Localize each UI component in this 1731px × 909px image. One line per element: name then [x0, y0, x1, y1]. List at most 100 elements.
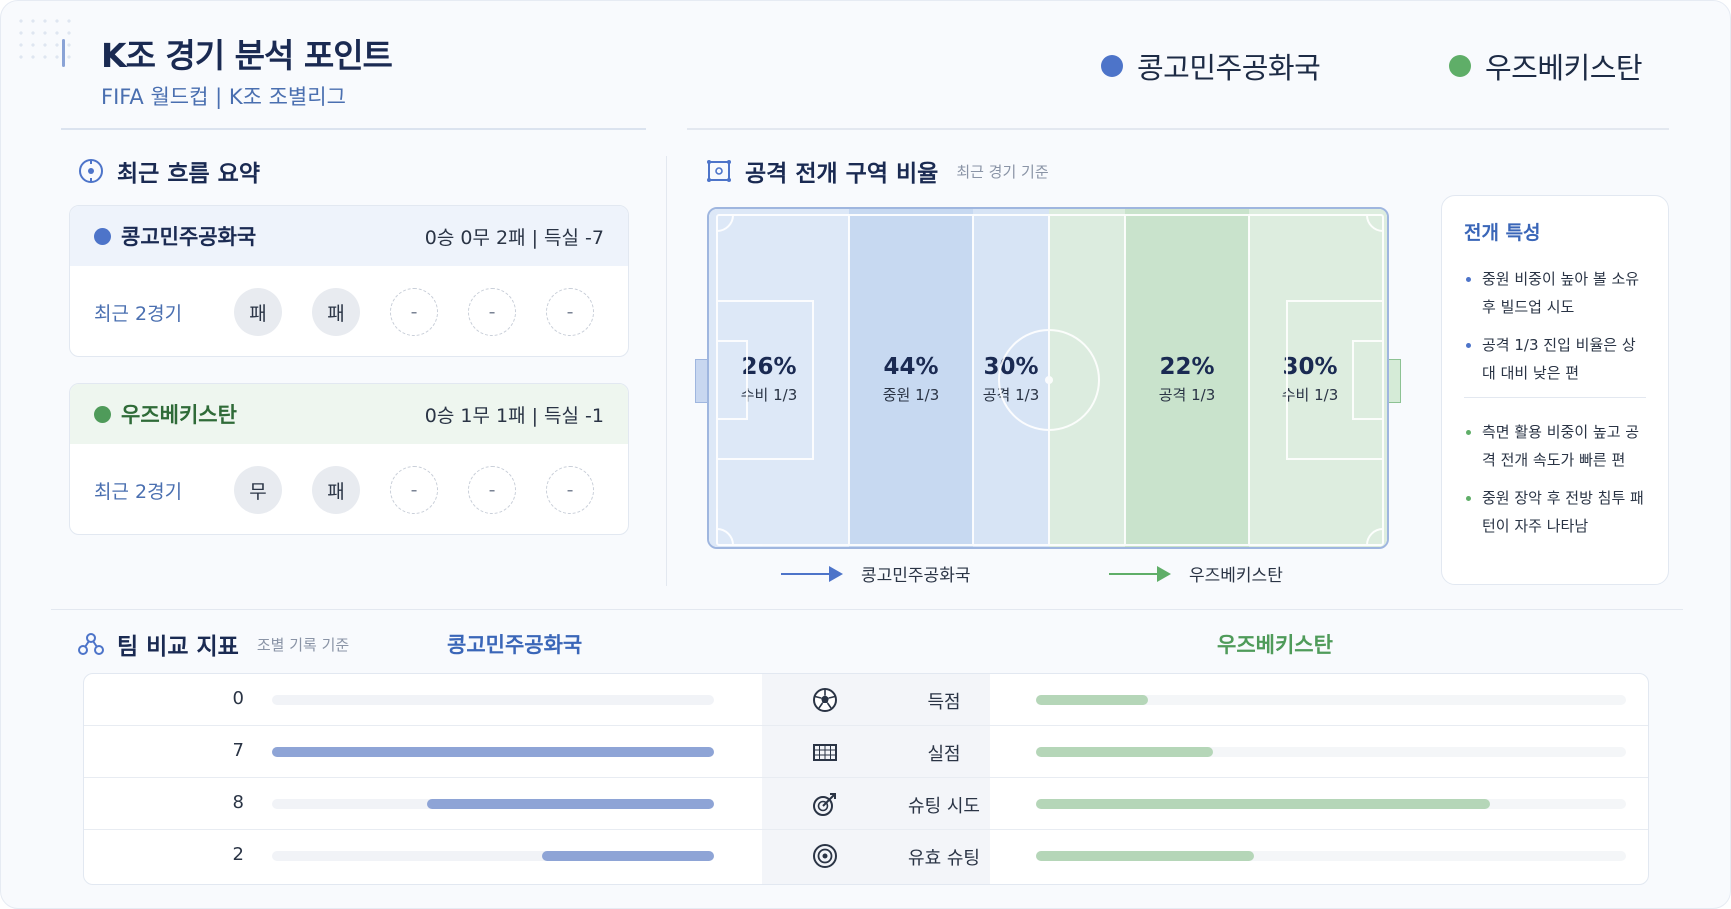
team-b-bar — [1036, 799, 1491, 809]
traits-separator — [1464, 397, 1646, 398]
horizontal-divider — [51, 609, 1683, 610]
traits-card: 전개 특성 중원 비중이 높아 볼 소유 후 빌드업 시도 공격 1/3 진입 … — [1441, 195, 1669, 585]
zone-pct: 44% — [883, 354, 939, 380]
metric-label: 슈팅 시도 — [908, 796, 980, 817]
pitch-zone-map: 26% 수비 1/3 44% 중원 1/3 30% 공격 1/3 22% 공격 … — [707, 207, 1389, 549]
page-title: K조 경기 분석 포인트 — [101, 36, 393, 75]
zone-b-defense: 30% 수비 1/3 — [1249, 209, 1387, 547]
trait-item: 공격 1/3 진입 비율은 상대 대비 낮은 편 — [1464, 331, 1646, 387]
traits-title: 전개 특성 — [1464, 222, 1541, 244]
zone-label: 44% 중원 1/3 — [849, 354, 973, 405]
form-record: 0승 0무 2패 | 득실 -7 — [424, 226, 604, 249]
form-team-b-label: 우즈베키스탄 — [121, 403, 237, 427]
direction-label-b: 우즈베키스탄 — [1189, 566, 1283, 586]
compare-note: 조별 기록 기준 — [256, 635, 350, 654]
team-a-bar-track — [272, 695, 714, 705]
team-a-dot — [1101, 55, 1123, 77]
zone-label: 30% 공격 1/3 — [968, 354, 1054, 405]
legend-team-b-name: 우즈베키스탄 — [1485, 51, 1643, 85]
zone-b-attack: 22% 공격 1/3 — [1125, 209, 1249, 547]
metric-label: 실점 — [927, 744, 961, 765]
team-b-bar — [1036, 747, 1213, 757]
zone-pct: 30% — [1282, 354, 1338, 380]
traits-team-a: 중원 비중이 높아 볼 소유 후 빌드업 시도 공격 1/3 진입 비율은 상대… — [1464, 265, 1646, 387]
traits-team-b: 측면 활용 비중이 높고 공격 전개 속도가 빠른 편 중원 장악 후 전방 침… — [1464, 418, 1646, 540]
form-card-header: 우즈베키스탄 0승 1무 1패 | 득실 -1 — [70, 384, 628, 444]
team-b-dot — [94, 405, 111, 423]
form-card-team-b: 우즈베키스탄 0승 1무 1패 | 득실 -1 최근 2경기 무 패 - - - — [69, 383, 629, 535]
form-team-a-label: 콩고민주공화국 — [121, 225, 257, 249]
zone-pct: 22% — [1159, 354, 1215, 380]
header-rule-right — [687, 128, 1669, 130]
team-a-value: 8 — [232, 792, 244, 813]
direction-legend-team-b: 우즈베키스탄 — [1109, 561, 1283, 586]
result-badge: 패 — [312, 466, 360, 514]
trait-item: 중원 비중이 높아 볼 소유 후 빌드업 시도 — [1464, 265, 1646, 321]
zone-a-midfield: 44% 중원 1/3 — [849, 209, 973, 547]
metric-label: 득점 — [927, 692, 961, 713]
result-badge-empty: - — [390, 466, 438, 514]
zones-section-title: 공격 전개 구역 비율 최근 경기 기준 — [705, 154, 1049, 188]
result-badge-empty: - — [546, 466, 594, 514]
zone-pct: 26% — [741, 354, 797, 380]
table-row: 0 득점 — [84, 674, 1648, 726]
right-goal — [1387, 359, 1401, 403]
team-b-bar-track — [1036, 851, 1626, 861]
zone-pct: 30% — [983, 354, 1039, 380]
zone-b-attack-edge — [1049, 209, 1125, 547]
team-a-bar — [426, 799, 714, 809]
target-circle-icon — [79, 159, 103, 183]
form-card-body: 최근 2경기 패 패 - - - — [70, 266, 628, 356]
pitch-frame-icon — [707, 160, 731, 182]
decorative-dots — [15, 15, 75, 65]
header-rule — [61, 128, 646, 130]
result-badge: 패 — [234, 288, 282, 336]
zones-note: 최근 경기 기준 — [956, 162, 1049, 181]
team-a-bar — [272, 747, 714, 757]
form-label: 최근 2경기 — [94, 480, 183, 503]
zone-name: 공격 1/3 — [982, 386, 1040, 404]
zone-a-attack: 30% 공격 1/3 — [973, 209, 1049, 547]
legend-team-a: 콩고민주공화국 — [1101, 45, 1321, 87]
zone-name: 수비 1/3 — [740, 386, 798, 404]
zones-title-text: 공격 전개 구역 비율 — [745, 161, 939, 187]
team-a-value: 2 — [232, 844, 244, 865]
form-team-name: 콩고민주공화국 — [94, 221, 256, 251]
team-a-dot — [94, 227, 111, 245]
form-team-name: 우즈베키스탄 — [94, 399, 237, 429]
target-icon — [813, 844, 837, 868]
vertical-divider — [666, 156, 667, 586]
pitch-lines — [716, 214, 1384, 546]
zone-label: 22% 공격 1/3 — [1125, 354, 1249, 405]
soccer-ball-icon — [813, 688, 837, 712]
direction-label-a: 콩고민주공화국 — [861, 566, 971, 586]
legend-team-a-name: 콩고민주공화국 — [1137, 51, 1321, 85]
team-b-bar-track — [1036, 799, 1626, 809]
compare-team-b: 우즈베키스탄 — [1217, 633, 1333, 657]
network-nodes-icon — [78, 633, 104, 655]
team-a-bar-track — [272, 851, 714, 861]
table-row: 8 슈팅 시도 — [84, 778, 1648, 830]
team-b-bar-track — [1036, 695, 1626, 705]
form-card-body: 최근 2경기 무 패 - - - — [70, 444, 628, 534]
team-a-bar-track — [272, 747, 714, 757]
result-badge: 패 — [312, 288, 360, 336]
team-b-dot — [1449, 55, 1471, 77]
zone-name: 중원 1/3 — [882, 386, 940, 404]
team-a-bar-track — [272, 799, 714, 809]
zone-name: 공격 1/3 — [1158, 386, 1216, 404]
team-b-bar-track — [1036, 747, 1626, 757]
form-card-team-a: 콩고민주공화국 0승 0무 2패 | 득실 -7 최근 2경기 패 패 - - … — [69, 205, 629, 357]
arrow-right-icon — [781, 565, 843, 582]
table-row: 7 실점 — [84, 726, 1648, 778]
zone-label: 30% 수비 1/3 — [1239, 354, 1381, 405]
page-subtitle: FIFA 월드컵 | K조 조별리그 — [101, 85, 346, 109]
arrow-right-icon — [1109, 565, 1171, 582]
trait-item: 중원 장악 후 전방 침투 패턴이 자주 나타남 — [1464, 484, 1646, 540]
goal-net-icon — [813, 744, 837, 761]
target-arrow-icon — [813, 793, 836, 816]
comparison-center-column — [762, 674, 990, 884]
comparison-table: 0 득점 7 — [83, 673, 1649, 885]
compare-section-title: 팀 비교 지표 조별 기록 기준 — [77, 627, 349, 661]
